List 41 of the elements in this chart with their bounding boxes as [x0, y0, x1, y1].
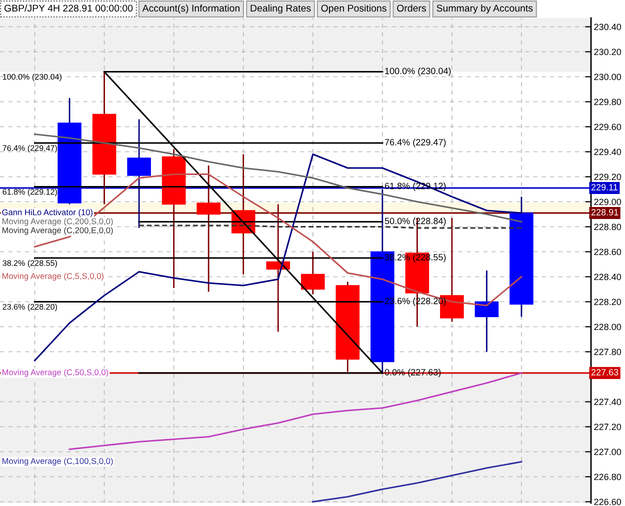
- annotation: 23.6% (228.20): [2, 304, 57, 312]
- y-tick-label: 228.00: [594, 324, 622, 330]
- text: Moving Average (C,100,S,0,0): [2, 458, 113, 466]
- annotation: 61.8% (229.12): [2, 188, 57, 196]
- y-tick-label: 229.00: [594, 198, 622, 206]
- annotation: 100.0% (230.04): [2, 74, 62, 82]
- y-tick-label: 227.20: [594, 424, 622, 430]
- y-tick-label: 229.40: [594, 148, 622, 156]
- text: Summary by Accounts: [436, 4, 533, 14]
- text: Account(s) Information: [142, 4, 240, 14]
- y-tick-label: 227.80: [594, 348, 622, 356]
- text: Open Positions: [321, 4, 386, 14]
- text: Moving Average (C,5,S,0,0): [2, 272, 104, 281]
- y-tick-label: 230.20: [594, 48, 622, 56]
- ref-line-label: 227.63: [591, 369, 618, 376]
- series-label: 100.0% (230.04): [385, 68, 451, 76]
- y-tick-label: 226.60: [594, 498, 622, 506]
- y-tick-label: 229.20: [594, 174, 622, 180]
- y-tick-label: 228.60: [594, 248, 622, 256]
- y-tick-label: 230.00: [594, 74, 622, 80]
- y-tick-label: 228.80: [594, 224, 622, 230]
- y-tick-label: 229.80: [594, 98, 622, 106]
- text: Dealing Rates: [250, 4, 311, 14]
- ref-line-label: 228.91: [591, 209, 618, 216]
- text: Moving Average (C,200,S,0,0): [2, 218, 113, 226]
- annotation: 76.4% (229.47): [2, 145, 57, 153]
- y-tick-label: 229.60: [594, 124, 622, 130]
- y-tick-label: 227.00: [594, 448, 622, 456]
- y-tick-label: 230.40: [594, 24, 622, 30]
- ref-line-label: 229.11: [591, 184, 618, 190]
- y-tick-label: 227.40: [594, 398, 622, 406]
- text: Orders: [397, 4, 426, 12]
- text: Moving Average (C,50,S,0,0): [2, 369, 108, 377]
- text: Moving Average (C,200,E,0,0): [2, 227, 113, 235]
- series-label: 76.4% (229.47): [384, 138, 446, 148]
- chart-title: GBP/JPY 4H 228.91 00:00:00: [4, 4, 133, 12]
- text: Gann HiLo Activator (10): [2, 209, 93, 217]
- y-tick-label: 226.80: [594, 474, 622, 480]
- y-tick-label: 228.40: [594, 274, 622, 280]
- y-tick-label: 228.20: [594, 298, 622, 306]
- annotation: 38.2% (228.55): [2, 260, 57, 268]
